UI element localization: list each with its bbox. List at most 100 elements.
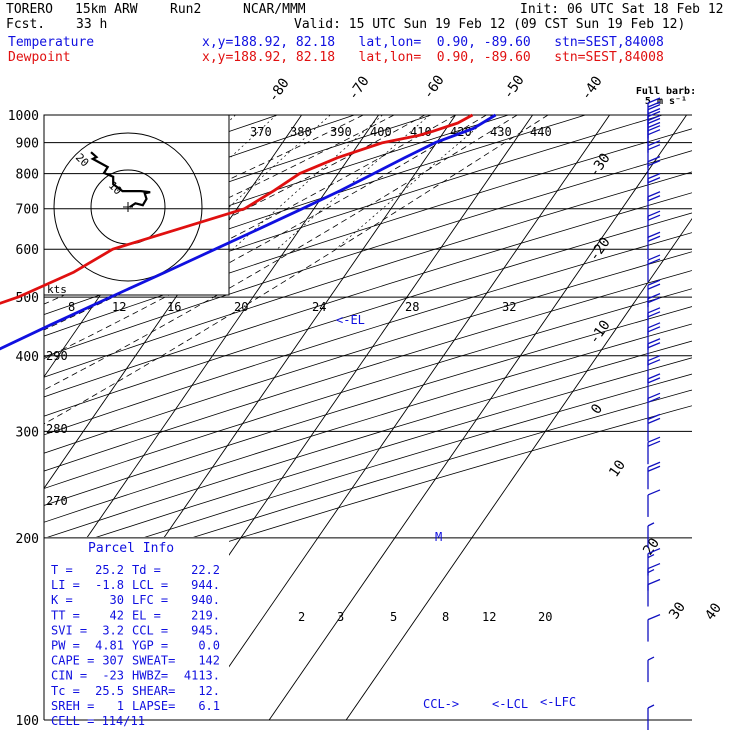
parcel-param-value: 12. (198, 684, 220, 698)
temperature-location: x,y=188.92, 82.18 lat,lon= 0.90, -89.60 … (202, 35, 664, 50)
model-run: Run2 (170, 2, 202, 17)
wind-barb-flag (647, 121, 661, 129)
mixing-ratio-label: 3 (337, 610, 344, 624)
wind-barb-flag (647, 258, 661, 265)
wind-barb-flag (647, 307, 661, 314)
hodograph-panel (43, 114, 230, 296)
wind-barb-flag (647, 436, 661, 443)
parcel-param-name: LFC = (132, 593, 168, 607)
theta-label: 290 (46, 349, 68, 363)
wind-barb-flag (647, 326, 661, 333)
wind-barb-flag (647, 562, 661, 570)
wind-barb-flag (647, 342, 661, 349)
wind-barb-column: Full barb:5 m s⁻¹ (636, 86, 696, 730)
parcel-info-table: Parcel Info T = 25.2 Td = 22.2 LI = -1.8 LCL = 9… (51, 541, 220, 728)
hodograph-units-label: kts (47, 283, 67, 296)
mixing-ratio-label: 2 (298, 610, 305, 624)
wind-barb-flag (647, 355, 661, 362)
theta-e-label: 440 (530, 125, 552, 139)
wind-barb-half-flag (647, 553, 655, 559)
parcel-param-name: Tc = (51, 684, 80, 698)
dry-adiabat-line (44, 373, 692, 571)
model-org: NCAR/MMM (243, 2, 306, 17)
isotherm-label: 30 (666, 599, 689, 622)
parcel-param-value: 3.2 (102, 623, 124, 637)
wind-barb-flag (647, 465, 661, 472)
wind-barb-half-flag (647, 704, 655, 709)
level-annotations: <-EL CCL-> <-LCL <-LFC M (336, 313, 576, 711)
mixed-level-annotation: M (435, 530, 442, 544)
wind-barb-flag (647, 254, 661, 261)
wind-barb-flag (647, 297, 661, 304)
dry-adiabat-line (44, 306, 692, 506)
valid-time: Valid: 15 UTC Sun 19 Feb 12 (09 CST Sun … (294, 17, 686, 32)
moist-adiabat-line (44, 115, 487, 360)
wind-barb-flag (647, 156, 661, 163)
theta-label: 270 (46, 494, 68, 508)
parcel-param-value: 22.2 (191, 563, 220, 577)
parcel-param-value: 0.0 (198, 639, 220, 653)
parcel-param-value: 42 (110, 608, 124, 622)
dry-adiabat-line (44, 405, 692, 601)
dry-adiabat-line (44, 288, 692, 489)
pressure-tick-label: 900 (16, 137, 39, 152)
wind-barb-flag (647, 489, 661, 496)
mixing-ratio-label: 12 (482, 610, 496, 624)
model-name: TORERO (6, 2, 53, 17)
wind-barb-flag (647, 283, 661, 290)
isotherm-line (345, 217, 692, 720)
wind-barb-flag (647, 144, 661, 151)
moist-adiabat-label: 20 (234, 300, 248, 314)
parcel-param-name: CAPE = (51, 654, 94, 668)
wind-barb-flag (647, 191, 661, 198)
parcel-panel (44, 537, 229, 720)
forecast-label: Fcst. (6, 17, 46, 32)
isotherm-label: 20 (640, 535, 663, 558)
parcel-param-name: CCL = (132, 623, 168, 637)
dry-adiabat-line (44, 270, 692, 472)
pressure-tick-label: 700 (16, 203, 39, 218)
hodograph-trace (90, 151, 151, 208)
wind-barb-flag (647, 140, 661, 147)
wind-barb-flag (647, 101, 661, 108)
wind-barb-flag (647, 160, 661, 167)
parcel-param-name: PW = (51, 639, 80, 653)
theta-e-label: 380 (290, 125, 312, 139)
parcel-param-value: 4113. (184, 669, 220, 683)
mixing-ratio-label: 5 (390, 610, 397, 624)
parcel-param-name: Td = (132, 563, 161, 577)
moist-adiabat-label: 32 (502, 300, 516, 314)
parcel-param-name: LI = (51, 578, 80, 592)
pressure-tick-label: 400 (16, 350, 39, 365)
wind-barb-flag (647, 322, 661, 329)
parcel-param-name: LAPSE= (132, 699, 175, 713)
wind-legend-value: 5 m s⁻¹ (645, 96, 687, 107)
forecast-hour: 33 h (76, 17, 108, 32)
moist-adiabat-line (44, 115, 518, 391)
parcel-param-name: HWBZ= (132, 669, 168, 683)
wind-barb-flag (647, 359, 661, 366)
parcel-cell-value: CELL = 114/11 (51, 714, 145, 728)
wind-barb-flag (647, 235, 661, 242)
isotherm-label: -50 (500, 72, 528, 102)
wind-barb-flag (647, 125, 661, 132)
parcel-param-name: K = (51, 593, 73, 607)
wind-barb-flag (647, 279, 661, 286)
temperature-profile (0, 113, 497, 351)
dry-adiabat-line (44, 357, 692, 555)
isotherm-line (44, 115, 379, 601)
theta-e-label: 400 (370, 125, 392, 139)
parcel-param-name: SREH = (51, 699, 94, 713)
wind-barb-flag (647, 440, 661, 447)
dry-adiabat-line (44, 232, 692, 436)
wind-barb-flag (647, 392, 661, 399)
parcel-param-value: 219. (191, 608, 220, 622)
dewpoint-profile (0, 113, 474, 305)
dry-adiabat-line (44, 115, 432, 247)
wind-barb-flag (647, 461, 661, 468)
moist-adiabat-label: 16 (167, 300, 181, 314)
pressure-tick-label: 1000 (8, 109, 39, 124)
parcel-param-name: LCL = (132, 578, 168, 592)
wind-barb-half-flag (647, 656, 655, 661)
